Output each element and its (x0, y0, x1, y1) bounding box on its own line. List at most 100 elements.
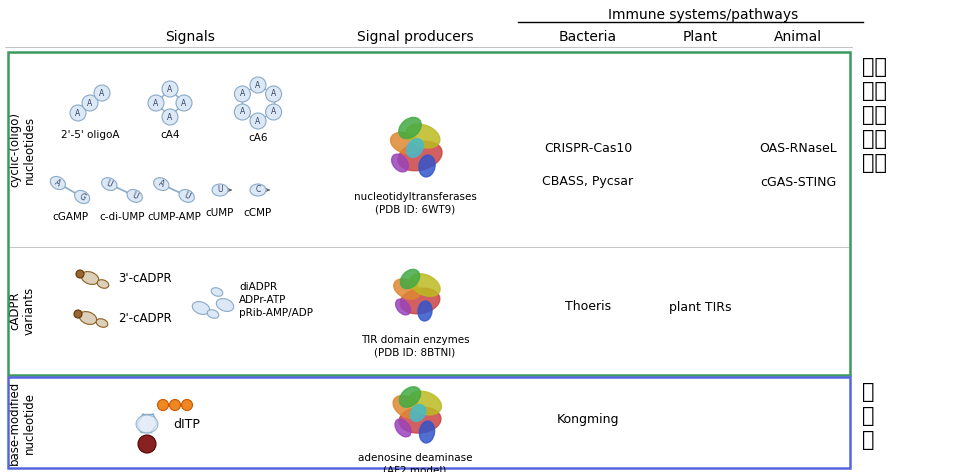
Ellipse shape (394, 279, 420, 299)
Ellipse shape (418, 301, 432, 321)
Text: CRISPR-Cas10: CRISPR-Cas10 (544, 142, 632, 154)
Text: CBASS, Pycsar: CBASS, Pycsar (542, 176, 634, 188)
Text: 2'-5' oligoA: 2'-5' oligoA (60, 130, 119, 140)
Circle shape (138, 435, 156, 453)
Text: Immune systems/pathways: Immune systems/pathways (608, 8, 798, 22)
Text: G: G (78, 192, 87, 202)
Ellipse shape (127, 190, 142, 202)
Text: cyclic-(oligo)
nucleotides: cyclic-(oligo) nucleotides (8, 112, 36, 187)
Circle shape (162, 109, 178, 125)
Text: A: A (76, 109, 81, 118)
Ellipse shape (395, 419, 411, 437)
Text: A: A (167, 84, 173, 93)
Ellipse shape (410, 405, 425, 421)
Text: Signals: Signals (165, 30, 215, 44)
Ellipse shape (407, 139, 423, 157)
Ellipse shape (398, 118, 421, 139)
Ellipse shape (211, 288, 223, 296)
Text: 本
研
究: 本 研 究 (862, 382, 875, 450)
Circle shape (181, 399, 193, 411)
Text: A: A (181, 99, 186, 108)
Ellipse shape (393, 396, 420, 419)
Ellipse shape (216, 299, 233, 312)
Text: U: U (131, 191, 139, 201)
Text: cA4: cA4 (160, 130, 180, 140)
Ellipse shape (154, 177, 169, 191)
Text: cUMP: cUMP (205, 208, 234, 218)
Text: C: C (255, 185, 260, 194)
Ellipse shape (396, 299, 410, 315)
Circle shape (157, 399, 169, 411)
Ellipse shape (419, 155, 435, 177)
Text: nucleotidyltransferases
(PDB ID: 6WT9): nucleotidyltransferases (PDB ID: 6WT9) (353, 192, 476, 214)
Text: A: A (54, 178, 62, 188)
Text: cGAS-STING: cGAS-STING (760, 176, 836, 188)
Text: A: A (271, 90, 276, 99)
Circle shape (148, 95, 164, 111)
Text: Bacteria: Bacteria (559, 30, 617, 44)
Text: TIR domain enzymes
(PDB ID: 8BTNI): TIR domain enzymes (PDB ID: 8BTNI) (361, 335, 469, 357)
Circle shape (76, 270, 84, 278)
Text: cCMP: cCMP (244, 208, 272, 218)
Ellipse shape (399, 407, 441, 433)
Ellipse shape (212, 184, 228, 196)
Circle shape (94, 85, 110, 101)
Ellipse shape (192, 302, 209, 314)
Ellipse shape (400, 288, 440, 314)
Ellipse shape (179, 190, 194, 202)
Ellipse shape (398, 141, 442, 171)
Ellipse shape (406, 124, 440, 148)
Text: OAS-RNaseL: OAS-RNaseL (759, 142, 837, 154)
Ellipse shape (80, 312, 97, 324)
Ellipse shape (136, 415, 158, 433)
Circle shape (250, 113, 266, 129)
Text: diADPR
ADPr-ATP
pRib-AMP/ADP: diADPR ADPr-ATP pRib-AMP/ADP (239, 282, 313, 318)
Ellipse shape (392, 154, 408, 172)
Text: base-modified
nucleotide: base-modified nucleotide (8, 380, 36, 464)
Text: Plant: Plant (683, 30, 717, 44)
Circle shape (266, 86, 281, 102)
Text: dITP: dITP (173, 418, 200, 430)
Text: cGAMP: cGAMP (52, 212, 88, 222)
Text: U: U (105, 179, 113, 189)
Circle shape (170, 399, 180, 411)
Circle shape (266, 104, 281, 120)
Circle shape (176, 95, 192, 111)
Circle shape (250, 77, 266, 93)
Text: A: A (100, 89, 105, 98)
Text: A: A (255, 81, 260, 90)
Ellipse shape (97, 280, 108, 288)
Circle shape (74, 310, 82, 318)
Ellipse shape (96, 319, 108, 327)
Text: cA6: cA6 (249, 133, 268, 143)
Circle shape (162, 81, 178, 97)
Circle shape (234, 86, 251, 102)
Ellipse shape (75, 190, 89, 203)
Text: A: A (271, 108, 276, 117)
Ellipse shape (420, 421, 435, 443)
Text: A: A (157, 179, 165, 189)
Ellipse shape (82, 271, 99, 285)
Ellipse shape (391, 132, 420, 154)
Ellipse shape (410, 274, 440, 296)
Text: A: A (167, 112, 173, 121)
Text: cADPR
variants: cADPR variants (8, 287, 36, 335)
Text: 免疫
信号
通路
经典
体系: 免疫 信号 通路 经典 体系 (862, 57, 887, 173)
Ellipse shape (409, 391, 442, 415)
Text: adenosine deaminase
(AF2 model): adenosine deaminase (AF2 model) (358, 453, 472, 472)
Ellipse shape (250, 184, 266, 196)
Ellipse shape (399, 387, 420, 407)
Text: Animal: Animal (774, 30, 822, 44)
Text: A: A (240, 90, 245, 99)
Text: c-di-UMP: c-di-UMP (99, 212, 145, 222)
Text: U: U (217, 185, 223, 194)
Circle shape (70, 105, 86, 121)
Text: A: A (154, 99, 158, 108)
Ellipse shape (50, 177, 65, 190)
Text: 2'-cADPR: 2'-cADPR (118, 312, 172, 325)
Text: Thoeris: Thoeris (564, 301, 612, 313)
Text: A: A (255, 117, 260, 126)
Ellipse shape (400, 270, 420, 288)
Text: Signal producers: Signal producers (357, 30, 473, 44)
Text: U: U (182, 191, 191, 201)
